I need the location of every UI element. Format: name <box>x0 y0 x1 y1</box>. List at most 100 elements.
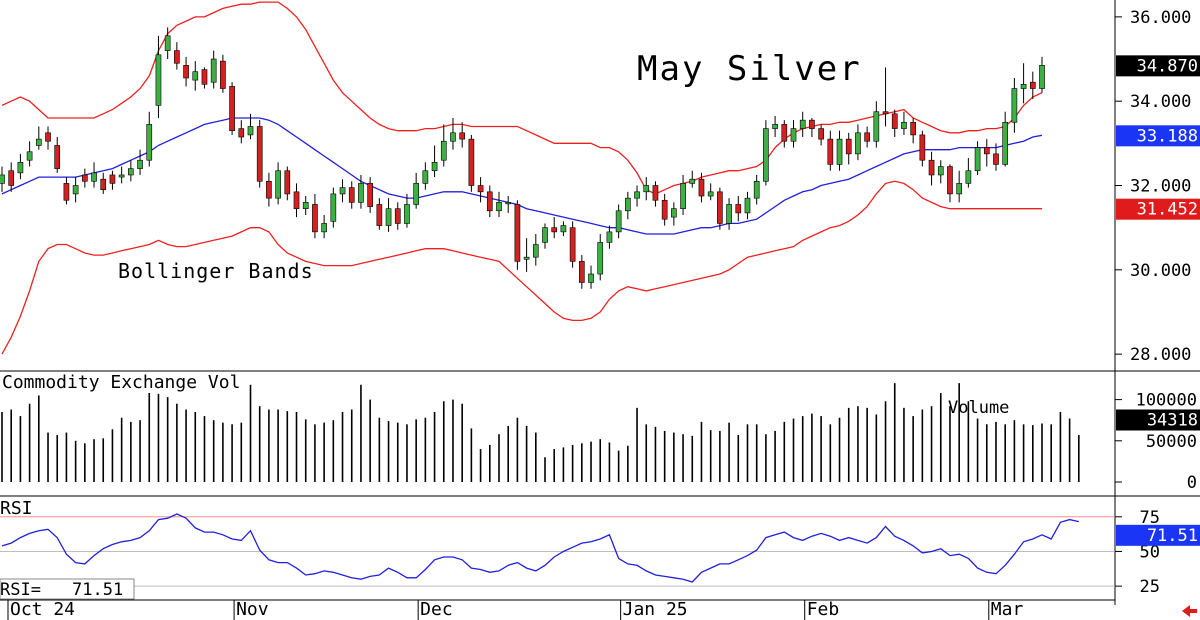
rsi-axis: 25 50 75 <box>0 508 1160 597</box>
candle-body <box>376 204 383 226</box>
lower-band-tag-box <box>1116 198 1200 220</box>
candle-body <box>818 128 824 140</box>
candle-body <box>284 170 291 195</box>
candle-body <box>901 121 907 129</box>
candle-body <box>569 227 576 262</box>
candle-body <box>689 178 696 184</box>
candle-body <box>717 191 723 224</box>
candle-body <box>330 193 337 222</box>
rsi-tick-label: 25 <box>1140 577 1160 597</box>
month-label: Jan 25 <box>623 599 688 620</box>
candle-body <box>100 178 107 191</box>
mid-band-tag-value: 33.188 <box>1137 126 1198 146</box>
candle-body <box>855 132 861 155</box>
price-tick-label: 34.000 <box>1130 92 1191 112</box>
candle-body <box>496 202 502 212</box>
candle-body <box>128 168 134 176</box>
month-label: Mar <box>991 599 1024 620</box>
candle-body <box>772 124 778 129</box>
candle-body <box>864 132 870 142</box>
candle-body <box>367 183 373 207</box>
candle-body <box>1020 84 1027 89</box>
candle-body <box>707 191 714 197</box>
candle-body <box>919 134 926 161</box>
volume-panel-title: Commodity Exchange Vol <box>2 372 240 393</box>
candle-body <box>836 138 843 165</box>
candle-body <box>671 208 677 218</box>
candle-body <box>615 210 622 233</box>
last-close-tag-value: 34.870 <box>1137 56 1198 76</box>
candle-body <box>164 35 171 51</box>
candle-body <box>210 58 217 83</box>
candle-body <box>486 191 493 212</box>
candle-body <box>275 170 281 199</box>
candle-body <box>763 128 769 182</box>
candle-body <box>532 244 539 258</box>
mid-band-tag-box <box>1116 125 1200 147</box>
rsi-tick-label: 50 <box>1140 542 1160 562</box>
price-tick-label: 30.000 <box>1130 261 1191 281</box>
candle-body <box>146 124 153 161</box>
candle-body <box>597 242 604 275</box>
candle-body <box>1002 121 1009 165</box>
candle-body <box>974 147 981 172</box>
candle-body <box>358 183 364 203</box>
candle-body <box>137 159 143 169</box>
volume-series-label: Volume <box>948 398 1009 418</box>
last-volume-tag-box <box>1116 409 1200 431</box>
candle-body <box>450 132 456 142</box>
candle-body <box>459 132 466 140</box>
rsi-tick-label: 75 <box>1140 508 1160 528</box>
candle-body <box>753 180 760 199</box>
upper-band-line <box>1 1 1043 195</box>
bollinger-bands <box>1 1 1043 355</box>
candle-body <box>809 119 815 129</box>
candle-body <box>845 138 852 155</box>
price-axis: 28.000 30.000 32.000 34.000 36.000 <box>1115 8 1191 365</box>
candle-body <box>680 183 686 209</box>
month-label: Feb <box>807 599 840 620</box>
candle-body <box>956 183 962 195</box>
candle-body <box>947 166 953 195</box>
candle-body <box>348 187 355 203</box>
candle-body <box>477 185 484 193</box>
candle-body <box>183 65 189 79</box>
candle-body <box>928 159 935 176</box>
volume-tick-label: 100000 <box>1136 391 1197 411</box>
candle-body <box>82 174 88 182</box>
price-tick-label: 32.000 <box>1130 177 1191 197</box>
candle-body <box>266 180 272 199</box>
candle-body <box>891 113 898 129</box>
candle-body <box>54 145 61 169</box>
candle-body <box>26 151 33 161</box>
candle-body <box>1029 81 1036 89</box>
candle-body <box>781 124 788 142</box>
candle-body <box>1011 88 1018 123</box>
last-volume-tag-value: 34318 <box>1147 410 1198 430</box>
candle-body <box>827 138 834 165</box>
rsi-readout-value: 71.51 <box>72 580 123 600</box>
candle-body <box>643 185 650 193</box>
candle-body <box>302 202 309 209</box>
candle-body <box>109 174 116 184</box>
candle-body <box>735 204 742 214</box>
volume-tick-label: 0 <box>1187 473 1197 493</box>
rsi-line <box>1 513 1079 583</box>
candle-body <box>505 202 512 205</box>
month-axis: Oct 24 Nov Dec Jan 25 Feb Mar <box>7 599 1024 620</box>
volume-axis: 0 50000 100000 <box>1115 391 1197 493</box>
candle-body <box>983 147 990 155</box>
candle-body <box>606 231 613 243</box>
candle-body <box>238 128 245 138</box>
candle-body <box>201 69 208 85</box>
candle-body <box>523 256 530 260</box>
candle-body <box>873 111 880 142</box>
price-tick-label: 28.000 <box>1130 345 1191 365</box>
month-label: Nov <box>236 599 269 620</box>
candle-body <box>35 138 42 146</box>
scroll-arrow-icon[interactable] <box>1182 605 1197 617</box>
last-rsi-tag-box <box>1116 524 1200 546</box>
candle-body <box>155 54 162 106</box>
chart-title: May Silver <box>637 49 862 89</box>
